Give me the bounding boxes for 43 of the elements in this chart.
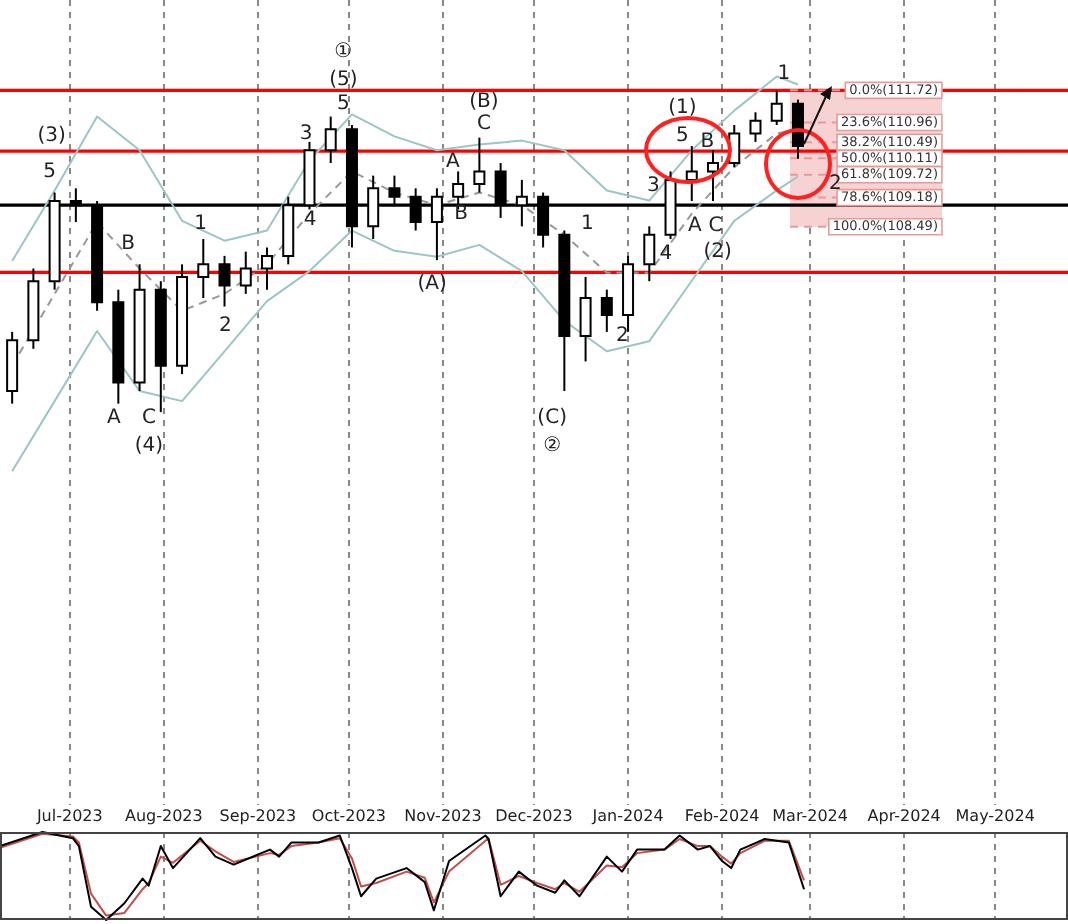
annotation: B	[700, 131, 715, 154]
annotation: ①	[334, 41, 353, 64]
annotation: 2	[829, 173, 842, 196]
annotation: A	[688, 215, 702, 238]
annotation: C	[476, 113, 491, 136]
annotation: (5)	[329, 69, 358, 92]
x-tick-label: Dec-2023	[495, 806, 573, 825]
annotation: A	[446, 151, 461, 174]
annotation: 5	[336, 93, 350, 116]
annotation: (4)	[134, 435, 164, 458]
x-tick-label: Feb-2024	[684, 806, 760, 825]
x-tick-label: Jan-2024	[590, 806, 664, 825]
x-tick-label: May-2024	[955, 806, 1035, 825]
x-tick-label: Mar-2024	[772, 806, 848, 825]
x-tick-label: Sep-2023	[219, 806, 297, 825]
annotation: C	[141, 407, 156, 430]
annotation: (1)	[668, 97, 697, 120]
annotation: 3	[299, 123, 313, 146]
annotation: 1	[194, 213, 207, 236]
annotation: A	[106, 407, 121, 430]
annotation: 1	[777, 63, 791, 86]
annotation: C	[708, 215, 723, 238]
annotation: (C)	[537, 407, 568, 430]
annotation: 5	[43, 161, 57, 184]
annotation: B	[454, 203, 469, 226]
annotation: ②	[543, 435, 562, 458]
annotation: 4	[303, 209, 317, 232]
annotation: 2	[616, 325, 629, 348]
annotation: (2)	[703, 241, 732, 264]
annotation: 4	[659, 243, 673, 266]
annotation: (A)	[417, 273, 448, 296]
annotation: 1	[580, 213, 594, 236]
x-tick-label: Oct-2023	[311, 806, 386, 825]
x-tick-label: Jul-2023	[34, 806, 103, 825]
annotation: B	[121, 233, 136, 256]
x-tick-label: Apr-2024	[867, 806, 941, 825]
annotation: (3)	[37, 125, 67, 148]
x-tick-label: Aug-2023	[124, 806, 203, 825]
annotation: 5	[676, 125, 689, 148]
annotation: 2	[219, 315, 232, 338]
x-tick-label: Nov-2023	[404, 806, 482, 825]
annotation: (B)	[469, 91, 499, 114]
annotation: 3	[647, 175, 660, 198]
